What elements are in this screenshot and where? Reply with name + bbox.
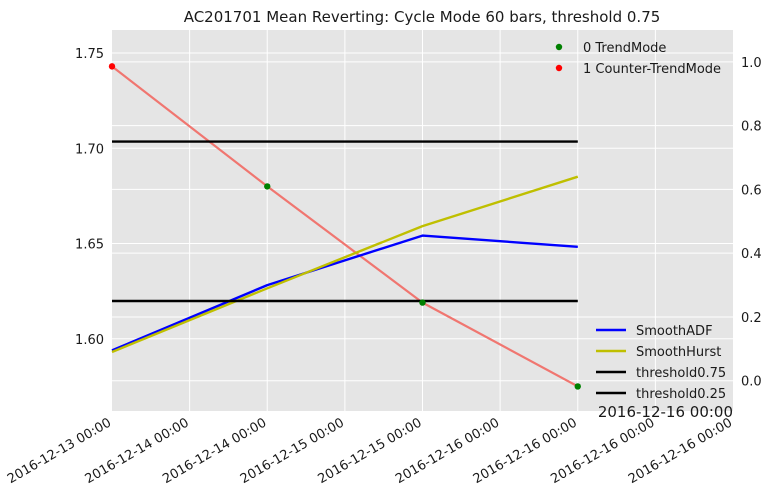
series-line-smoothadf bbox=[111, 234, 578, 352]
scatter-point-0-trendmode-2 bbox=[574, 383, 581, 390]
left-axis-ticks: 1.60 1.65 1.70 1.75 bbox=[75, 47, 104, 348]
right-tick-label-1-0: 1.0 bbox=[741, 56, 762, 71]
scatter-points bbox=[108, 63, 581, 390]
legend-label-smoothhurst: SmoothHurst bbox=[636, 345, 721, 360]
scatter-point-0-trendmode-0 bbox=[264, 183, 271, 190]
right-tick-label-0-2: 0.2 bbox=[741, 311, 762, 326]
series-line-smoothhurst bbox=[111, 175, 579, 354]
scatter-point-0-trendmode-1 bbox=[419, 299, 426, 306]
right-tick-label-0-0: 0.0 bbox=[741, 375, 762, 390]
right-tick-label-0-8: 0.8 bbox=[741, 120, 762, 135]
price-line bbox=[111, 65, 579, 388]
scatter-point-1-counter-trendmode-0 bbox=[108, 63, 116, 70]
left-tick-label-1-60: 1.60 bbox=[75, 333, 104, 348]
right-axis-ticks: 0.0 0.2 0.4 0.6 0.8 1.0 bbox=[741, 56, 762, 390]
legend-label-1-counter-trendmode: 1 Counter-TrendMode bbox=[583, 62, 721, 77]
grid bbox=[112, 30, 733, 411]
left-tick-label-1-70: 1.70 bbox=[75, 142, 104, 157]
legend-label-threshold0-25: threshold0.25 bbox=[636, 387, 726, 402]
series-lines bbox=[111, 65, 579, 388]
legend-lines: SmoothADF SmoothHurst threshold0.75 thresho… bbox=[596, 324, 726, 402]
chart-title: AC201701 Mean Reverting: Cycle Mode 60 b… bbox=[184, 8, 661, 26]
legend-label-0-trendmode: 0 TrendMode bbox=[583, 41, 666, 56]
x-offset-label: 2016-12-16 00:00 bbox=[598, 403, 733, 421]
legend-marker-1-counter-trendmode bbox=[555, 64, 563, 72]
legend-label-smoothadf: SmoothADF bbox=[636, 324, 713, 339]
right-tick-label-0-4: 0.4 bbox=[741, 247, 762, 262]
legend-marker-0-trendmode bbox=[555, 43, 563, 51]
right-tick-label-0-6: 0.6 bbox=[741, 183, 762, 198]
left-tick-label-1-65: 1.65 bbox=[75, 238, 104, 253]
legend-scatter: 0 TrendMode 1 Counter-TrendMode bbox=[555, 41, 721, 77]
left-tick-label-1-75: 1.75 bbox=[75, 47, 104, 62]
legend-label-threshold0-75: threshold0.75 bbox=[636, 366, 726, 381]
